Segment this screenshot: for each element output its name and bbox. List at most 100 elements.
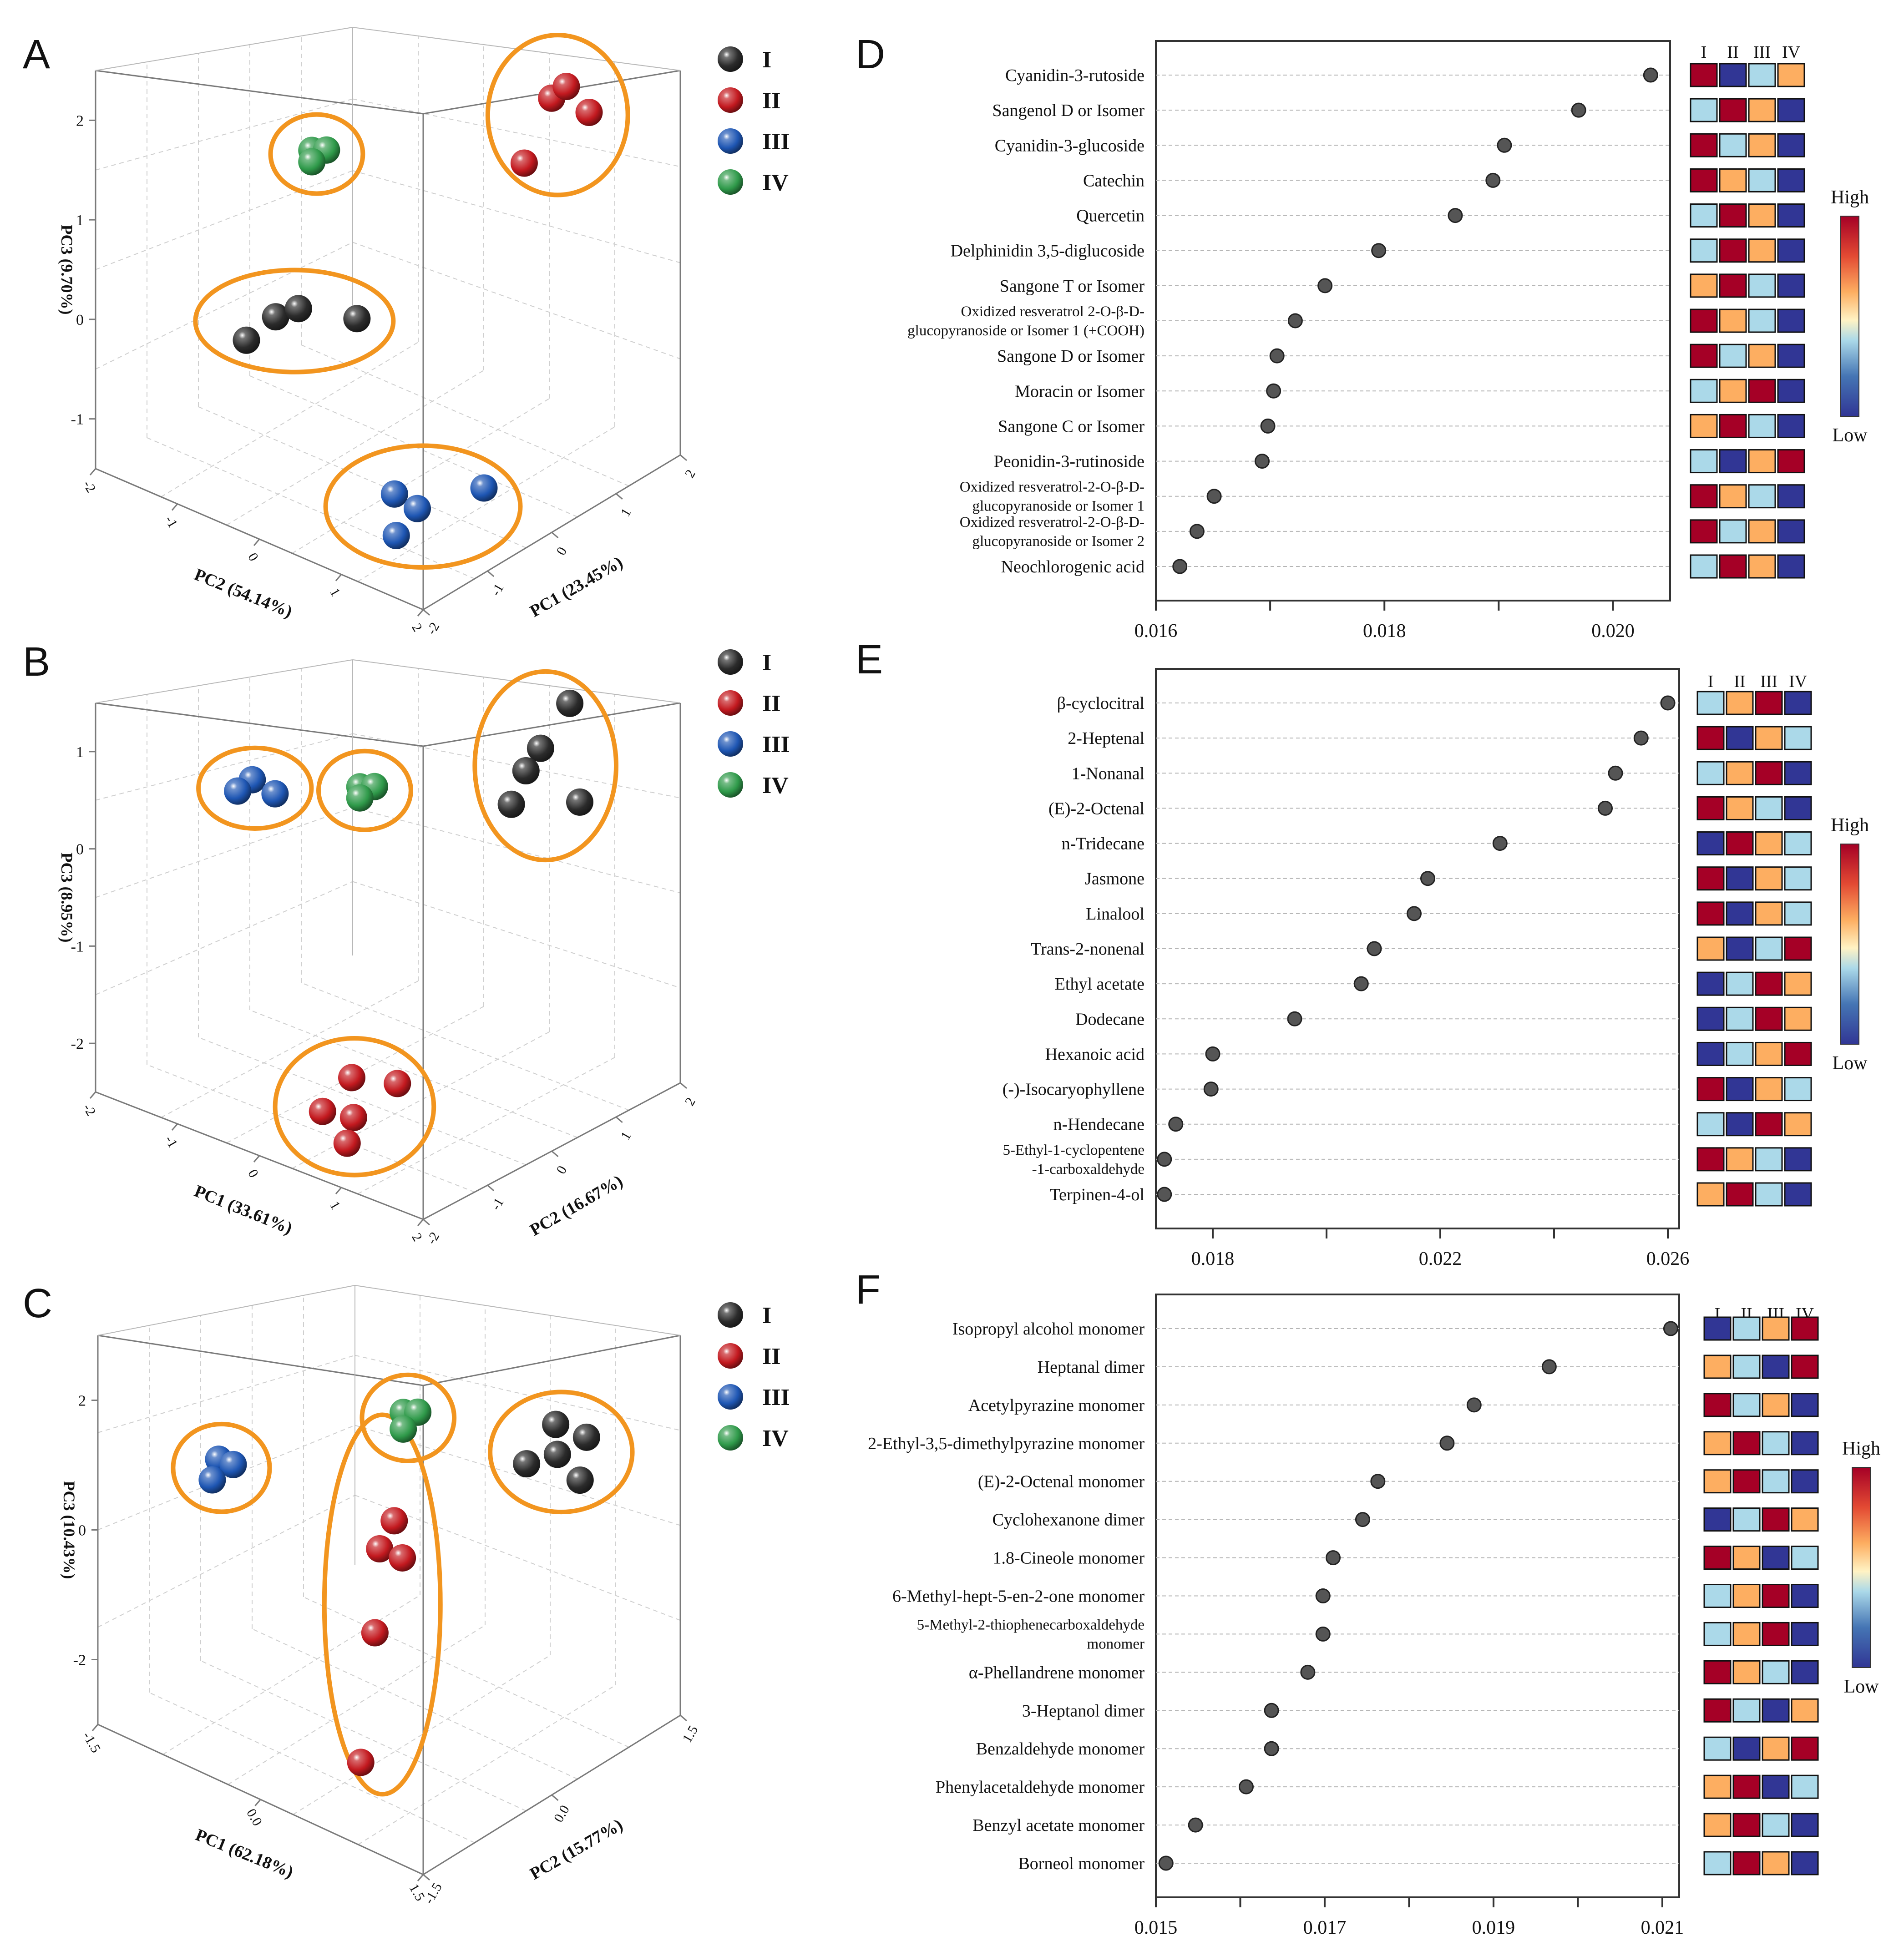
heatmap-cell: [1755, 901, 1783, 926]
z-tick-label: 1: [76, 744, 84, 761]
legend-marker-III: [718, 128, 743, 154]
heatmap-cell: [1732, 1355, 1761, 1379]
heatmap-cell: [1703, 1698, 1732, 1723]
heatmap-cell: [1696, 1112, 1725, 1137]
box-edge: [95, 702, 424, 747]
data-dot: [1598, 800, 1613, 816]
panel-letter: D: [856, 32, 885, 77]
x-tick-mark: [171, 503, 178, 511]
floor-gridline: [303, 1597, 629, 1748]
x-tick-mark: [253, 1155, 260, 1163]
data-point-I: [497, 790, 525, 818]
data-point-III: [224, 777, 252, 805]
group-ellipse-IV: [268, 112, 365, 196]
y-tick-label: 0: [553, 545, 570, 558]
data-point-I: [572, 1423, 600, 1451]
x-tick-mark: [335, 1187, 342, 1194]
row-label: Catechin: [1083, 171, 1144, 190]
data-point-IV: [298, 148, 326, 176]
x-axis-label: PC1 (62.18%): [192, 1825, 296, 1882]
heatmap-cell: [1726, 761, 1754, 785]
heatmap-cell: [1690, 168, 1718, 192]
heatmap-cell: [1703, 1431, 1732, 1456]
heatmap-cell: [1762, 1813, 1790, 1837]
heatmap-cell: [1784, 1041, 1812, 1066]
data-point-I: [542, 1410, 570, 1438]
data-point-II: [361, 1619, 389, 1647]
data-point-I: [543, 1441, 571, 1468]
heatmap-cell: [1791, 1507, 1819, 1532]
z-tick-label: 2: [76, 112, 84, 129]
y-tick-label: 2: [682, 467, 699, 480]
legend-marker-II: [718, 690, 743, 716]
heatmap-cell: [1726, 691, 1754, 715]
heatmap-cell: [1777, 133, 1805, 157]
legend-label-III: III: [762, 1385, 790, 1410]
data-point-II: [380, 1507, 408, 1535]
data-dot: [1266, 383, 1281, 399]
y-tick-mark: [551, 1794, 559, 1801]
row-label: Trans-2-nonenal: [1031, 940, 1144, 959]
legend-marker-II: [718, 1343, 743, 1369]
legend-label-II: II: [762, 1344, 780, 1370]
heatmap-cell: [1791, 1774, 1819, 1799]
heatmap-cell: [1777, 273, 1805, 298]
heatmap-column-header: II: [1727, 43, 1738, 62]
z-tick-label: 1: [76, 212, 84, 229]
heatmap-cell: [1748, 308, 1776, 333]
heatmap-cell: [1777, 414, 1805, 438]
heatmap-cell: [1719, 344, 1747, 368]
wall-gridline: [352, 807, 681, 894]
heatmap-column-header: I: [1708, 672, 1714, 691]
floor-gridline: [301, 982, 629, 1111]
heatmap-cell: [1732, 1431, 1761, 1456]
row-label: 2-Heptenal: [1068, 729, 1144, 748]
heatmap-cell: [1726, 1077, 1754, 1102]
heatmap-cell: [1791, 1316, 1819, 1341]
floor-gridline: [301, 344, 629, 486]
y-tick-mark: [487, 570, 495, 577]
heatmap-cell: [1762, 1316, 1790, 1341]
x-tick-label: -1.5: [80, 1729, 103, 1755]
heatmap-cell: [1732, 1622, 1761, 1646]
x-tick-label: 0.015: [1134, 1917, 1178, 1938]
y-tick-mark: [423, 609, 430, 616]
z-axis-label: PC3 (10.43%): [60, 1481, 78, 1579]
x-tick-label: 0.017: [1303, 1917, 1347, 1938]
heatmap-cell: [1696, 1077, 1725, 1102]
heatmap-cell: [1784, 1006, 1812, 1031]
heatmap-cell: [1791, 1622, 1819, 1646]
heatmap-cell: [1762, 1660, 1790, 1684]
data-point-III: [261, 780, 289, 808]
heatmap-cell: [1784, 971, 1812, 996]
legend-label-II: II: [762, 691, 780, 717]
panel-letter: A: [23, 32, 50, 77]
x-tick-mark: [335, 574, 342, 581]
row-label-line: 5-Ethyl-1-cyclopentene: [1003, 1142, 1144, 1158]
y-tick-label: -1: [488, 581, 506, 598]
row-label: Neochlorogenic acid: [1001, 557, 1144, 576]
heatmap-cell: [1777, 203, 1805, 228]
legend-label-IV: IV: [762, 170, 789, 196]
data-dot: [1255, 454, 1270, 469]
legend-label-I: I: [762, 650, 771, 676]
heatmap-cell: [1777, 238, 1805, 263]
legend-marker-IV: [718, 1425, 743, 1451]
heatmap-cell: [1762, 1507, 1790, 1532]
panel-letter: F: [856, 1267, 881, 1313]
legend-label-III: III: [762, 732, 790, 758]
x-tick-mark: [91, 1724, 99, 1731]
row-label: 6-Methyl-hept-5-en-2-one monomer: [892, 1587, 1144, 1606]
data-dot: [1300, 1664, 1316, 1680]
heatmap-cell: [1777, 98, 1805, 122]
data-dot: [1370, 1474, 1386, 1489]
heatmap-cell: [1703, 1393, 1732, 1417]
data-dot: [1353, 976, 1369, 991]
row-label: Terpinen-4-ol: [1050, 1185, 1144, 1204]
y-tick-mark: [423, 1218, 430, 1226]
legend-label-IV: IV: [762, 1425, 789, 1451]
x-tick-label: 0.018: [1363, 621, 1406, 642]
floor-gridline: [200, 1660, 527, 1811]
x-tick-label: 1: [327, 586, 343, 599]
floor-gridline: [161, 342, 419, 497]
